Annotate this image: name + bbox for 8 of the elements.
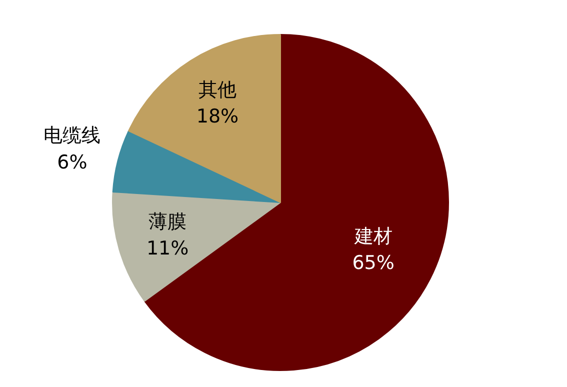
data-label: 11% <box>146 238 189 260</box>
slice-label: 电缆线 <box>44 124 101 147</box>
data-label: 6% <box>57 151 88 174</box>
slice-label: 建材 <box>353 225 392 248</box>
data-label: 18% <box>196 106 239 128</box>
slice-label: 薄膜 <box>148 210 187 233</box>
data-label: 65% <box>352 252 394 274</box>
slice-label: 其他 <box>198 78 236 101</box>
